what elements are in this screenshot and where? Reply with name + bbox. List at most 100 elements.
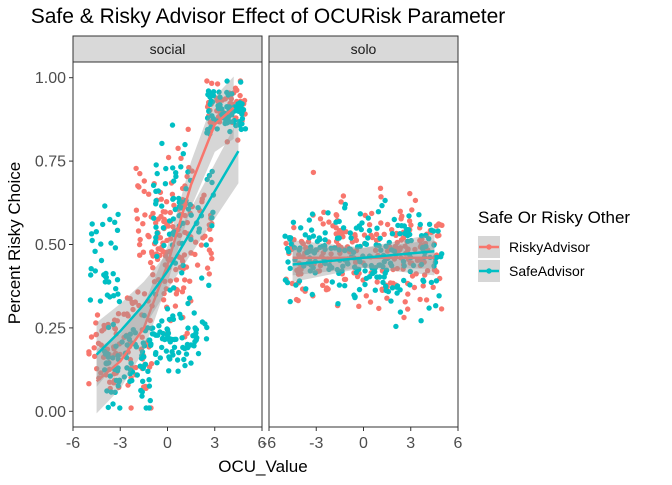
data-point-RiskyAdvisor xyxy=(374,279,380,285)
data-point-RiskyAdvisor xyxy=(398,237,405,243)
data-point-RiskyAdvisor xyxy=(158,196,164,202)
data-point-RiskyAdvisor xyxy=(146,234,152,240)
data-point-RiskyAdvisor xyxy=(91,345,97,351)
data-point-RiskyAdvisor xyxy=(133,364,139,371)
data-point-SafeAdvisor xyxy=(141,343,147,349)
data-point-SafeAdvisor xyxy=(209,215,215,221)
data-point-SafeAdvisor xyxy=(357,211,363,217)
data-point-SafeAdvisor xyxy=(407,282,413,288)
data-point-SafeAdvisor xyxy=(322,230,328,236)
data-point-SafeAdvisor xyxy=(154,230,160,236)
data-point-RiskyAdvisor xyxy=(162,209,168,215)
data-point-RiskyAdvisor xyxy=(130,306,136,313)
legend-item-SafeAdvisor: SafeAdvisor xyxy=(478,260,585,282)
data-point-SafeAdvisor xyxy=(406,213,412,219)
data-point-RiskyAdvisor xyxy=(423,297,430,303)
data-point-SafeAdvisor xyxy=(284,245,291,252)
data-point-SafeAdvisor xyxy=(235,101,241,107)
data-point-RiskyAdvisor xyxy=(93,331,100,338)
data-point-RiskyAdvisor xyxy=(141,384,147,390)
data-point-RiskyAdvisor xyxy=(398,216,404,222)
data-point-SafeAdvisor xyxy=(335,301,341,307)
data-point-RiskyAdvisor xyxy=(397,208,403,214)
data-point-RiskyAdvisor xyxy=(136,241,143,248)
data-point-SafeAdvisor xyxy=(439,251,445,257)
data-point-SafeAdvisor xyxy=(204,130,210,136)
data-point-RiskyAdvisor xyxy=(125,313,131,319)
data-point-SafeAdvisor xyxy=(88,231,95,237)
data-point-RiskyAdvisor xyxy=(409,207,415,213)
data-point-RiskyAdvisor xyxy=(420,283,426,289)
data-point-RiskyAdvisor xyxy=(176,232,183,238)
data-point-RiskyAdvisor xyxy=(407,190,413,197)
data-point-SafeAdvisor xyxy=(164,306,171,312)
data-point-RiskyAdvisor xyxy=(170,224,176,230)
data-point-SafeAdvisor xyxy=(188,236,194,243)
data-point-RiskyAdvisor xyxy=(182,212,188,219)
data-point-SafeAdvisor xyxy=(110,293,117,299)
data-point-SafeAdvisor xyxy=(102,349,109,356)
data-point-SafeAdvisor xyxy=(375,209,382,215)
data-point-SafeAdvisor xyxy=(356,266,362,272)
data-point-RiskyAdvisor xyxy=(155,216,161,222)
data-point-SafeAdvisor xyxy=(393,323,399,330)
data-point-SafeAdvisor xyxy=(113,343,119,349)
data-point-RiskyAdvisor xyxy=(206,247,213,253)
data-point-SafeAdvisor xyxy=(107,216,113,223)
data-point-RiskyAdvisor xyxy=(384,248,391,254)
data-point-RiskyAdvisor xyxy=(356,303,362,309)
data-point-RiskyAdvisor xyxy=(194,262,201,268)
data-point-SafeAdvisor xyxy=(296,247,302,253)
data-point-RiskyAdvisor xyxy=(94,312,101,318)
data-point-SafeAdvisor xyxy=(385,288,392,295)
data-point-SafeAdvisor xyxy=(353,225,360,231)
data-point-SafeAdvisor xyxy=(180,151,186,157)
data-point-SafeAdvisor xyxy=(112,245,119,251)
data-point-SafeAdvisor xyxy=(363,241,370,247)
data-point-SafeAdvisor xyxy=(433,303,439,309)
data-point-RiskyAdvisor xyxy=(180,258,186,264)
data-point-SafeAdvisor xyxy=(287,265,293,272)
x-tick-label: -6 xyxy=(66,435,80,452)
data-point-SafeAdvisor xyxy=(308,227,315,233)
data-point-RiskyAdvisor xyxy=(310,169,317,176)
data-point-SafeAdvisor xyxy=(103,360,110,366)
data-point-RiskyAdvisor xyxy=(192,239,199,245)
x-tick-label: -3 xyxy=(309,435,323,452)
data-point-SafeAdvisor xyxy=(420,246,426,252)
data-point-RiskyAdvisor xyxy=(175,145,181,151)
data-point-SafeAdvisor xyxy=(207,101,213,108)
data-point-SafeAdvisor xyxy=(151,215,157,221)
data-point-SafeAdvisor xyxy=(209,113,215,119)
data-point-RiskyAdvisor xyxy=(165,154,172,161)
data-point-RiskyAdvisor xyxy=(186,164,192,171)
data-point-SafeAdvisor xyxy=(89,221,95,227)
data-point-RiskyAdvisor xyxy=(182,277,188,283)
data-point-SafeAdvisor xyxy=(191,310,197,316)
data-point-SafeAdvisor xyxy=(313,247,319,253)
data-point-SafeAdvisor xyxy=(162,181,169,187)
data-point-SafeAdvisor xyxy=(422,232,429,238)
data-point-RiskyAdvisor xyxy=(141,291,148,297)
data-point-SafeAdvisor xyxy=(203,242,209,248)
data-point-RiskyAdvisor xyxy=(283,240,289,247)
data-point-SafeAdvisor xyxy=(139,389,145,395)
data-point-RiskyAdvisor xyxy=(378,220,384,226)
data-point-RiskyAdvisor xyxy=(146,191,152,197)
data-point-SafeAdvisor xyxy=(394,290,400,296)
data-point-SafeAdvisor xyxy=(348,235,354,241)
data-point-SafeAdvisor xyxy=(306,235,312,241)
data-point-SafeAdvisor xyxy=(239,101,245,107)
data-point-RiskyAdvisor xyxy=(188,250,194,256)
facet-panels: social -6 -3 0 3 6 solo -6 -3 0 3 6 0.00 0.25 0.50 0.75… xyxy=(35,35,463,452)
data-point-RiskyAdvisor xyxy=(165,223,171,229)
data-point-SafeAdvisor xyxy=(322,237,328,243)
data-point-SafeAdvisor xyxy=(166,368,172,374)
data-point-SafeAdvisor xyxy=(146,405,152,411)
data-point-RiskyAdvisor xyxy=(128,405,134,411)
data-point-RiskyAdvisor xyxy=(424,268,431,274)
data-point-RiskyAdvisor xyxy=(434,269,440,275)
data-point-RiskyAdvisor xyxy=(377,185,384,191)
data-point-SafeAdvisor xyxy=(365,235,371,241)
facet-label-solo: solo xyxy=(351,41,377,57)
